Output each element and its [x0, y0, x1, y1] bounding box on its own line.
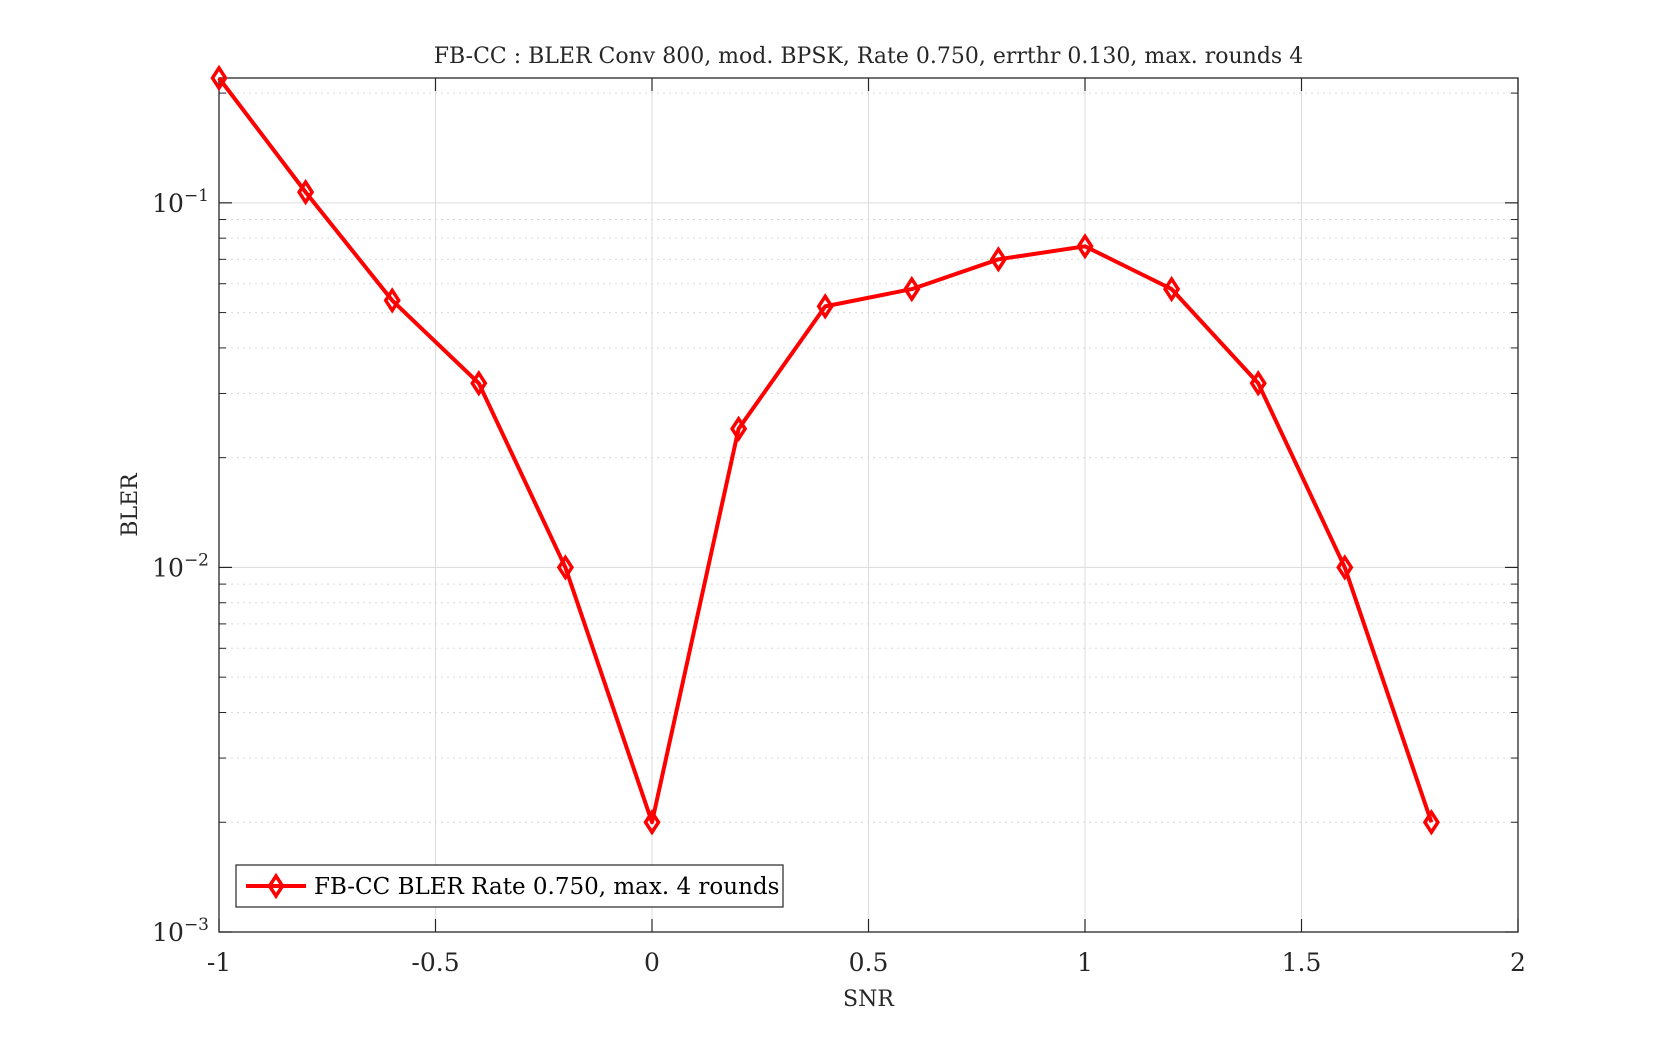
data-point-marker — [816, 293, 834, 320]
legend-entry-label: FB-CC BLER Rate 0.750, max. 4 rounds — [314, 874, 779, 900]
grid — [219, 78, 1518, 932]
series-line — [217, 76, 1434, 825]
y-tick-label: 10−2 — [152, 550, 209, 582]
axes — [218, 77, 1519, 933]
series-layer — [210, 64, 1440, 836]
data-point-marker — [556, 554, 574, 581]
data-point-marker — [470, 370, 488, 397]
x-tick-label: 2 — [1510, 948, 1526, 977]
data-point-marker — [730, 415, 748, 443]
x-tick-label: 0 — [644, 948, 660, 977]
data-point-marker — [1422, 809, 1440, 836]
x-tick-label: 1 — [1077, 948, 1093, 977]
data-point-marker — [1336, 554, 1354, 581]
x-tick-label: 0.5 — [849, 948, 889, 977]
data-point-marker — [903, 275, 921, 303]
legend: FB-CC BLER Rate 0.750, max. 4 rounds — [235, 864, 784, 908]
data-point-marker — [1076, 233, 1094, 260]
data-point-marker — [210, 64, 228, 92]
x-tick-label: 1.5 — [1282, 948, 1322, 977]
x-tick-label: -1 — [207, 948, 231, 977]
data-point-marker — [1163, 275, 1181, 303]
legend-marker-diamond — [267, 872, 285, 900]
x-axis-label: SNR — [843, 987, 895, 1012]
data-point-marker — [297, 178, 315, 206]
legend-box — [235, 864, 784, 908]
data-point-marker — [1249, 370, 1267, 397]
data-point-marker — [383, 287, 401, 314]
y-axis-label: BLER — [118, 472, 143, 537]
axes-box — [218, 77, 1519, 933]
tick-labels: 10−3 10−2 10−1 -1 -0.5 0 0.5 1 1.5 2 — [152, 186, 1526, 977]
data-point-marker — [643, 809, 661, 836]
chart-title: FB-CC : BLER Conv 800, mod. BPSK, Rate 0… — [434, 44, 1303, 69]
y-tick-label: 10−3 — [152, 915, 209, 947]
data-point-marker — [989, 246, 1007, 273]
y-tick-label: 10−1 — [152, 186, 209, 218]
x-tick-label: -0.5 — [411, 948, 459, 977]
